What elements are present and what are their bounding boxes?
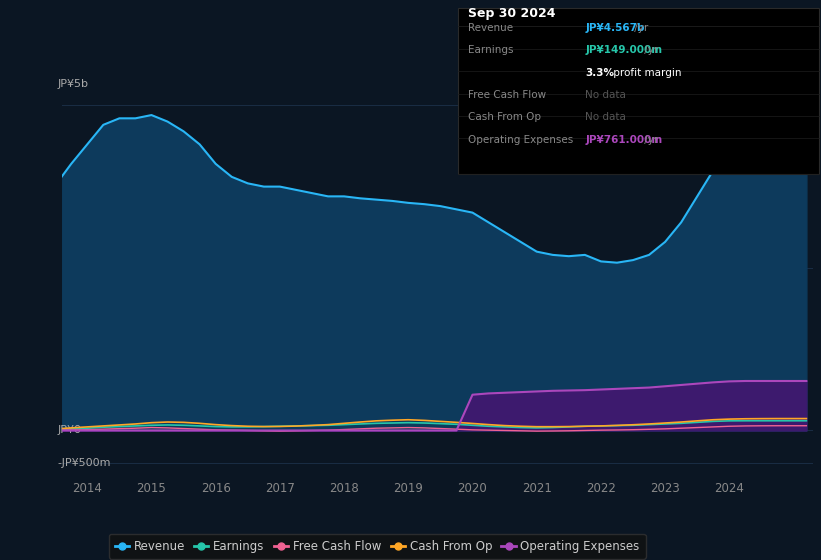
Text: JP¥5b: JP¥5b	[57, 79, 89, 89]
Text: Free Cash Flow: Free Cash Flow	[468, 90, 546, 100]
Text: No data: No data	[585, 90, 626, 100]
Text: JP¥0: JP¥0	[57, 426, 82, 436]
Text: Revenue: Revenue	[468, 23, 513, 33]
Text: 3.3%: 3.3%	[585, 68, 614, 78]
Text: profit margin: profit margin	[610, 68, 681, 78]
Text: Sep 30 2024: Sep 30 2024	[468, 7, 556, 20]
Text: JP¥4.567b: JP¥4.567b	[585, 23, 644, 33]
Text: /yr: /yr	[631, 23, 649, 33]
Text: /yr: /yr	[641, 45, 658, 55]
Text: Operating Expenses: Operating Expenses	[468, 135, 573, 145]
Text: JP¥149.000m: JP¥149.000m	[585, 45, 663, 55]
Text: Earnings: Earnings	[468, 45, 513, 55]
Legend: Revenue, Earnings, Free Cash Flow, Cash From Op, Operating Expenses: Revenue, Earnings, Free Cash Flow, Cash …	[108, 534, 645, 559]
Text: JP¥761.000m: JP¥761.000m	[585, 135, 663, 145]
Text: /yr: /yr	[641, 135, 658, 145]
Text: Cash From Op: Cash From Op	[468, 113, 541, 123]
Text: -JP¥500m: -JP¥500m	[57, 458, 112, 468]
Text: No data: No data	[585, 113, 626, 123]
